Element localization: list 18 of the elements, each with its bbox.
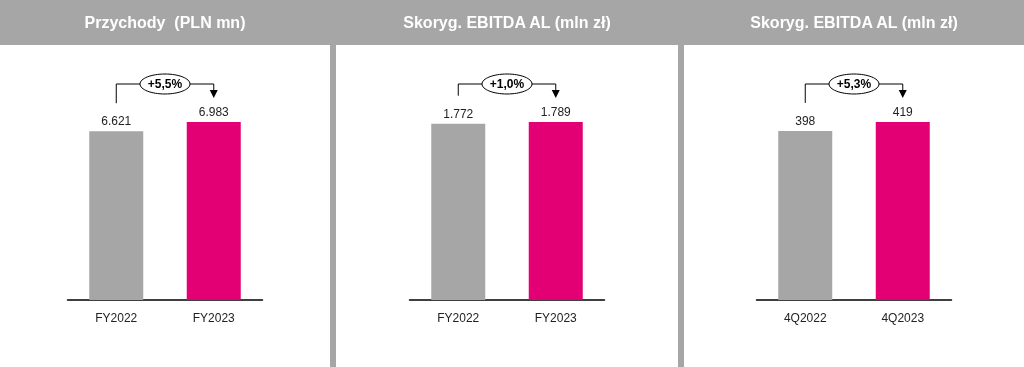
data-label: 1.789 [540,105,572,119]
data-label: 1.772 [443,106,474,121]
chart-title: Skoryg. EBITDA AL (mln zł) [336,0,678,45]
x-tick-label: FY2022 [437,311,480,325]
data-label: 6.621 [101,114,132,129]
x-tick-label: FY2022 [95,311,138,325]
data-label: 419 [892,105,914,119]
text: +1,0% [489,77,525,91]
x-tick-label: 4Q2022 [783,311,827,325]
data-label: 398 [795,113,816,128]
chart-title: Przychody (PLN mn) [0,0,330,45]
data-label: 6.983 [198,105,230,119]
x-tick-label: FY2023 [534,311,578,325]
x-tick-label: 4Q2023 [881,311,925,325]
text: +5,3% [836,77,872,91]
x-tick-label: FY2023 [192,311,236,325]
text: +5,5% [147,77,183,91]
chart-title: Skoryg. EBITDA AL (mln zł) [684,0,1024,45]
